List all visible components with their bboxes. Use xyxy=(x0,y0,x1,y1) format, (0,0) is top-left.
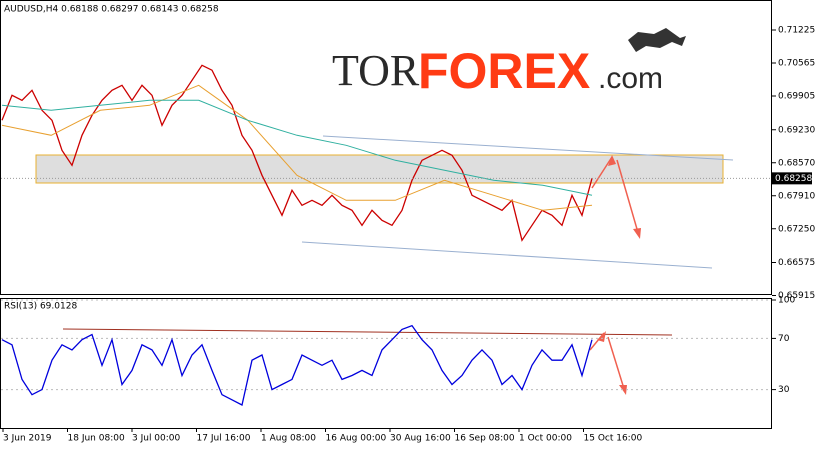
y-tick-label: 0.68570 xyxy=(778,158,815,168)
forecast-arrow xyxy=(607,336,626,393)
x-tick-label: 18 Jun 08:00 xyxy=(68,434,125,444)
x-tick-label: 15 Oct 16:00 xyxy=(584,434,643,444)
x-tick-label: 3 Jul 00:00 xyxy=(132,434,181,444)
y-tick-label: 30 xyxy=(778,385,790,395)
price-tag xyxy=(772,172,812,185)
arrow-head xyxy=(597,331,606,342)
y-tick-label: 0.69230 xyxy=(778,125,815,135)
x-tick-label: 1 Aug 08:00 xyxy=(261,434,316,444)
rsi-pane xyxy=(0,298,772,429)
y-tick-label: 0.69905 xyxy=(778,92,815,102)
x-tick-label: 3 Jun 2019 xyxy=(3,434,52,444)
rsi-trend-line xyxy=(62,328,673,336)
x-tick-label: 17 Jul 16:00 xyxy=(197,434,251,444)
price-tag-label: 0.68258 xyxy=(775,174,812,184)
watermark: TOR xyxy=(332,46,420,95)
series-line xyxy=(1,324,593,406)
y-tick-label: 70 xyxy=(778,334,790,344)
y-tick-label: 0.66575 xyxy=(778,258,815,268)
x-tick-label: 16 Sep 08:00 xyxy=(455,434,515,444)
rsi-header: RSI(13) 69.0128 xyxy=(4,302,77,312)
series-line xyxy=(1,99,593,196)
channel-line xyxy=(301,241,713,269)
y-tick-label: 0.65915 xyxy=(778,291,815,301)
price-pane xyxy=(0,0,772,295)
y-tick-label: 0.71225 xyxy=(778,26,815,36)
watermark: .com xyxy=(598,62,663,95)
series-line xyxy=(1,84,593,211)
channel-line xyxy=(322,135,734,161)
y-tick-label: 0.67910 xyxy=(778,191,815,201)
watermark: FOREX xyxy=(418,43,590,99)
x-tick-label: 1 Oct 00:00 xyxy=(519,434,572,444)
x-tick-label: 30 Aug 16:00 xyxy=(390,434,451,444)
y-tick-label: 0.70565 xyxy=(778,59,815,69)
bull-logo xyxy=(628,28,686,52)
series-line xyxy=(1,64,593,242)
arrow-head xyxy=(608,155,616,166)
forecast-arrow xyxy=(616,159,640,237)
forecast-arrow xyxy=(591,156,613,189)
arrow-head xyxy=(633,228,641,239)
x-tick-label: 16 Aug 00:00 xyxy=(326,434,387,444)
price-header: AUDUSD,H4 0.68188 0.68297 0.68143 0.6825… xyxy=(4,5,219,15)
y-tick-label: 100 xyxy=(778,296,795,306)
y-tick-label: 0.67250 xyxy=(778,224,815,234)
